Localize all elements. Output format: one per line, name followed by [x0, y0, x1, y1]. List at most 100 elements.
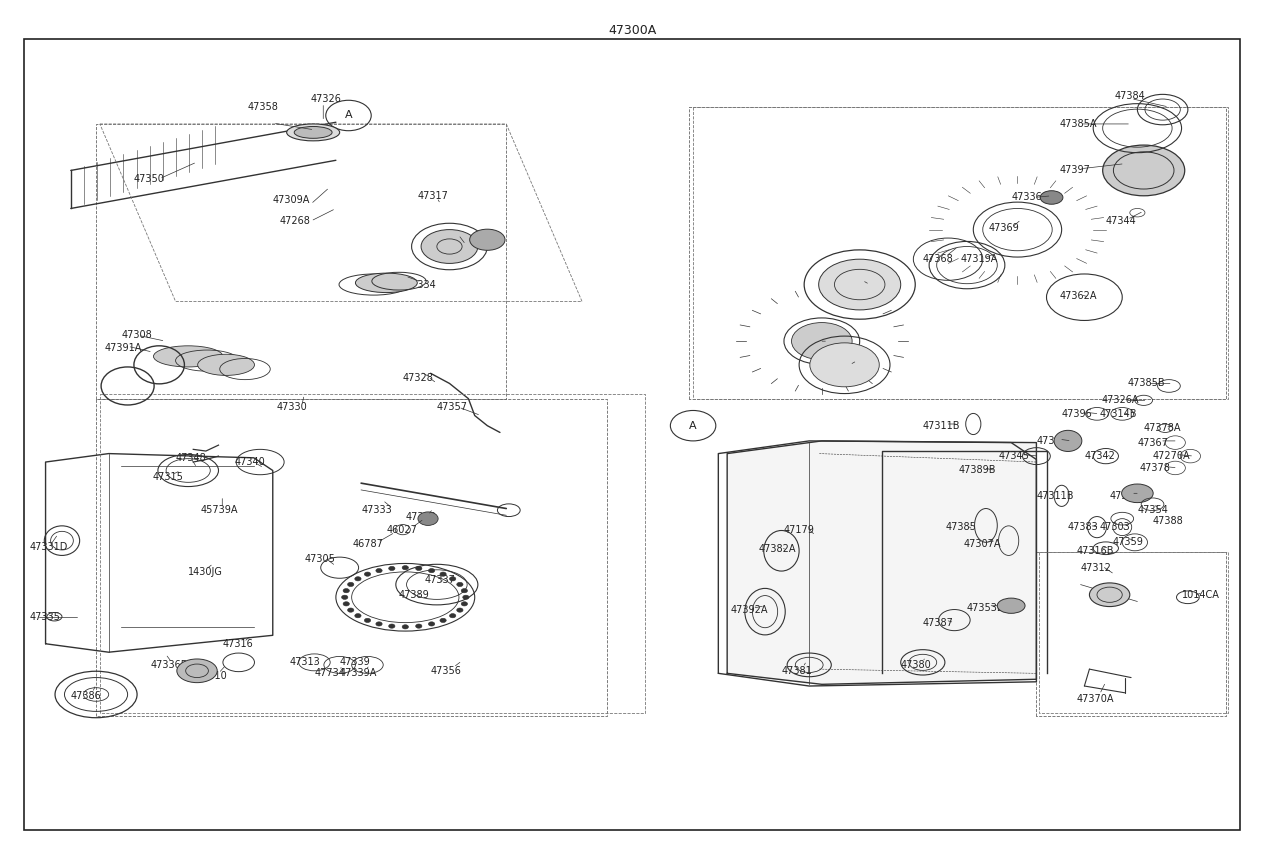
Circle shape — [376, 568, 382, 572]
Ellipse shape — [1054, 430, 1082, 451]
Ellipse shape — [469, 229, 505, 250]
Text: 47305: 47305 — [305, 555, 335, 564]
Text: 47333: 47333 — [361, 505, 392, 516]
Circle shape — [416, 566, 423, 571]
Text: 47350: 47350 — [134, 174, 164, 184]
Text: 47333: 47333 — [835, 358, 865, 368]
Text: 47308: 47308 — [121, 330, 152, 340]
Circle shape — [348, 608, 354, 612]
Text: 47387: 47387 — [922, 617, 954, 628]
Circle shape — [463, 595, 469, 600]
Text: 47309A: 47309A — [273, 195, 310, 205]
Polygon shape — [727, 441, 1036, 684]
Text: 47315: 47315 — [153, 472, 183, 483]
Text: 47348: 47348 — [176, 453, 206, 463]
Text: 47310: 47310 — [197, 671, 228, 681]
Text: 47380: 47380 — [901, 660, 931, 670]
Text: 47326A: 47326A — [1102, 395, 1140, 405]
Text: 47307A: 47307A — [963, 539, 1001, 549]
Text: 47270A: 47270A — [1152, 451, 1190, 461]
Text: 47342: 47342 — [1084, 451, 1116, 461]
Text: 47359: 47359 — [1112, 538, 1144, 547]
Text: 47396: 47396 — [1061, 409, 1093, 419]
Text: 47353: 47353 — [1109, 491, 1141, 501]
Text: 1430JG: 1430JG — [188, 567, 223, 577]
Text: 47356: 47356 — [430, 666, 462, 676]
Text: 47360: 47360 — [841, 277, 872, 287]
Ellipse shape — [177, 659, 218, 683]
Text: 47397: 47397 — [1059, 165, 1090, 176]
Circle shape — [376, 622, 382, 626]
Circle shape — [343, 589, 349, 593]
Ellipse shape — [792, 322, 853, 360]
Text: 47303: 47303 — [1099, 522, 1130, 532]
Text: 47313: 47313 — [290, 657, 320, 667]
Text: 47339A: 47339A — [340, 668, 377, 678]
Circle shape — [364, 572, 371, 577]
Text: 47385B: 47385B — [1127, 378, 1165, 388]
Circle shape — [449, 614, 455, 618]
Text: 47734: 47734 — [315, 668, 345, 678]
Ellipse shape — [997, 598, 1025, 613]
Text: 47378A: 47378A — [1144, 423, 1182, 433]
Text: 1014CA: 1014CA — [1182, 589, 1219, 600]
Text: 47326: 47326 — [311, 93, 342, 103]
Text: 47384: 47384 — [1114, 91, 1145, 101]
Text: 46787: 46787 — [352, 539, 383, 549]
Circle shape — [440, 618, 447, 622]
Text: 47385: 47385 — [945, 522, 977, 532]
Circle shape — [348, 583, 354, 587]
Text: 47330: 47330 — [277, 402, 307, 412]
Circle shape — [449, 577, 455, 581]
Text: 47311B: 47311B — [922, 421, 960, 431]
Text: 47385A: 47385A — [1059, 119, 1097, 129]
Text: 47268: 47268 — [280, 216, 310, 226]
Text: 47344: 47344 — [1106, 216, 1136, 226]
Text: A: A — [344, 110, 353, 120]
Text: 47345: 47345 — [998, 451, 1030, 461]
Text: 47368: 47368 — [922, 254, 954, 265]
Text: 46027: 46027 — [386, 525, 417, 534]
Text: 47357: 47357 — [436, 402, 468, 412]
Text: 47370A: 47370A — [1077, 694, 1114, 704]
Text: 47300A: 47300A — [608, 25, 657, 37]
Ellipse shape — [421, 230, 478, 264]
Text: 47338: 47338 — [797, 338, 827, 349]
Text: 47331D: 47331D — [29, 542, 67, 551]
Ellipse shape — [1040, 191, 1063, 204]
Circle shape — [462, 589, 468, 593]
Text: 47311B: 47311B — [1036, 491, 1074, 501]
Text: 47382A: 47382A — [759, 544, 796, 554]
Circle shape — [416, 624, 423, 628]
Circle shape — [429, 622, 435, 626]
Text: 47312: 47312 — [1080, 563, 1112, 572]
Circle shape — [440, 572, 447, 577]
Text: 47316B: 47316B — [1077, 546, 1114, 555]
Text: 47317: 47317 — [417, 191, 449, 201]
Ellipse shape — [197, 354, 254, 376]
Text: 47367: 47367 — [1137, 438, 1169, 448]
Text: 47336B: 47336B — [151, 660, 187, 670]
Circle shape — [417, 512, 438, 526]
Text: 47383: 47383 — [1068, 522, 1099, 532]
Text: 47334: 47334 — [405, 280, 436, 289]
Text: 47327: 47327 — [449, 242, 481, 252]
Circle shape — [429, 568, 435, 572]
Text: 47319A: 47319A — [960, 254, 998, 265]
Text: 47340: 47340 — [235, 457, 266, 467]
Text: 47388: 47388 — [1152, 516, 1183, 527]
Text: A: A — [689, 421, 697, 431]
Text: 47328: 47328 — [402, 372, 434, 382]
Circle shape — [343, 602, 349, 606]
Text: 47329: 47329 — [405, 512, 436, 522]
Text: 47337: 47337 — [424, 575, 455, 585]
Text: 47314: 47314 — [1036, 436, 1068, 446]
Ellipse shape — [1089, 583, 1130, 606]
Circle shape — [354, 577, 361, 581]
Text: 47381: 47381 — [782, 666, 812, 676]
Ellipse shape — [1103, 145, 1185, 196]
Text: 47392A: 47392A — [731, 605, 768, 615]
Text: 45739A: 45739A — [201, 505, 238, 516]
Text: 47336A: 47336A — [1011, 192, 1049, 203]
Circle shape — [388, 566, 395, 571]
